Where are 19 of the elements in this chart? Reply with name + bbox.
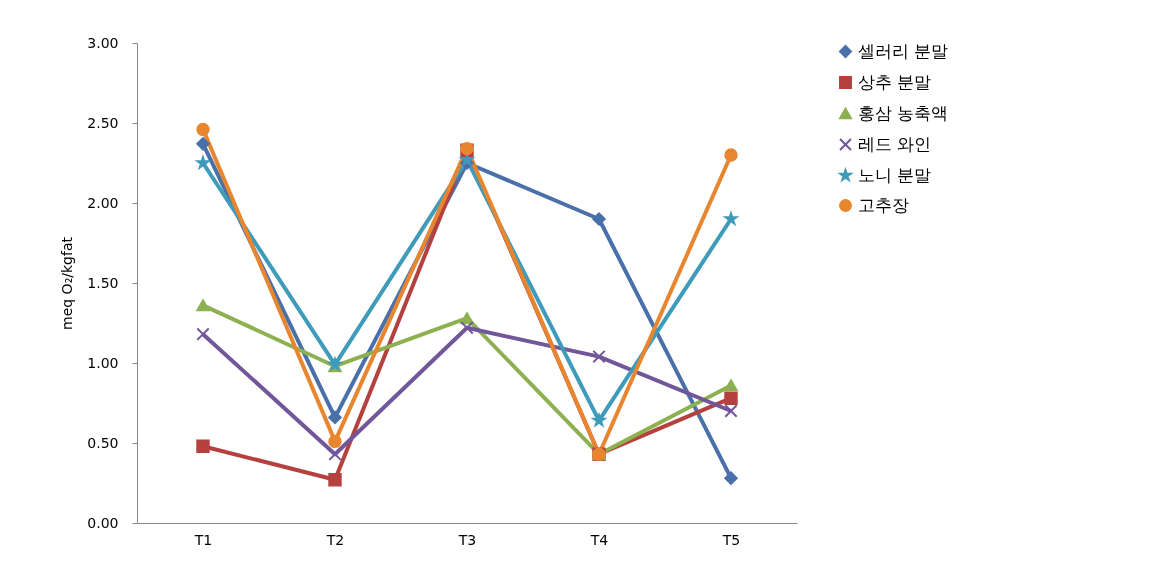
y-tick-label: 1.50 [87, 274, 119, 291]
y-tick-label: 2.50 [87, 114, 119, 131]
y-tick-label: 0.50 [87, 434, 119, 451]
y-tick-label: 3.00 [87, 34, 119, 51]
y-tick-label: 1.00 [87, 354, 119, 371]
y-tick-label: 0.00 [87, 514, 119, 531]
y-tick-label: 2.00 [87, 194, 119, 211]
y-axis-title: meq O₂/kgfat [59, 236, 76, 330]
x-tick-label: T3 [457, 531, 477, 548]
legend-label: 상추 분말 [858, 71, 932, 92]
legend-label: 고추장 [858, 194, 909, 215]
x-tick-label: T2 [325, 531, 345, 548]
legend-label: 노니 분말 [858, 164, 932, 185]
legend-label: 레드 와인 [858, 133, 932, 154]
x-tick-label: T5 [721, 531, 741, 548]
legend-label: 홍삼 농축액 [858, 102, 949, 123]
legend-label: 셀러리 분말 [858, 40, 949, 61]
x-tick-label: T4 [589, 531, 609, 548]
x-tick-label: T1 [193, 531, 213, 548]
